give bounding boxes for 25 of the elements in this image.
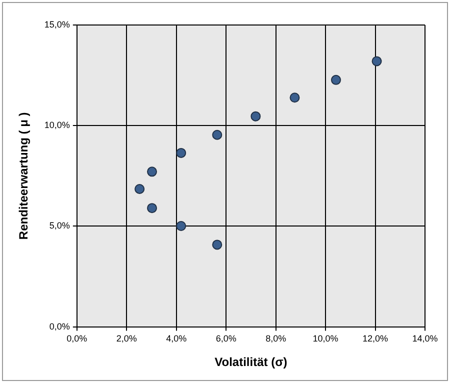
point	[212, 130, 222, 140]
y-tick-label: 10,0%	[44, 120, 70, 130]
x-tick-label: 0,0%	[66, 334, 88, 344]
x-tick-label: 14,0%	[412, 334, 438, 344]
x-tick-label: 2,0%	[116, 334, 137, 344]
point	[176, 221, 186, 231]
x-tick-label: 12,0%	[362, 334, 388, 344]
point	[134, 184, 145, 194]
y-tick-label: 0,0%	[49, 321, 70, 332]
y-axis-title: Renditeerwartung ( μ )	[16, 112, 31, 240]
x-tick-label: 10,0%	[312, 334, 338, 344]
point	[176, 148, 186, 158]
y-tick-label: 15,0%	[44, 19, 70, 30]
point	[330, 74, 341, 85]
point	[147, 166, 158, 177]
x-axis-title: Volatilität (σ)	[214, 355, 288, 370]
point	[372, 56, 382, 66]
point	[147, 203, 158, 214]
x-tick-label: 8,0%	[266, 334, 286, 344]
point	[290, 92, 300, 103]
y-tick-label: 5,0%	[49, 220, 70, 231]
x-tick-label: 4,0%	[166, 334, 187, 344]
point	[212, 240, 222, 250]
x-tick-label: 6,0%	[216, 334, 236, 344]
point	[250, 111, 261, 122]
